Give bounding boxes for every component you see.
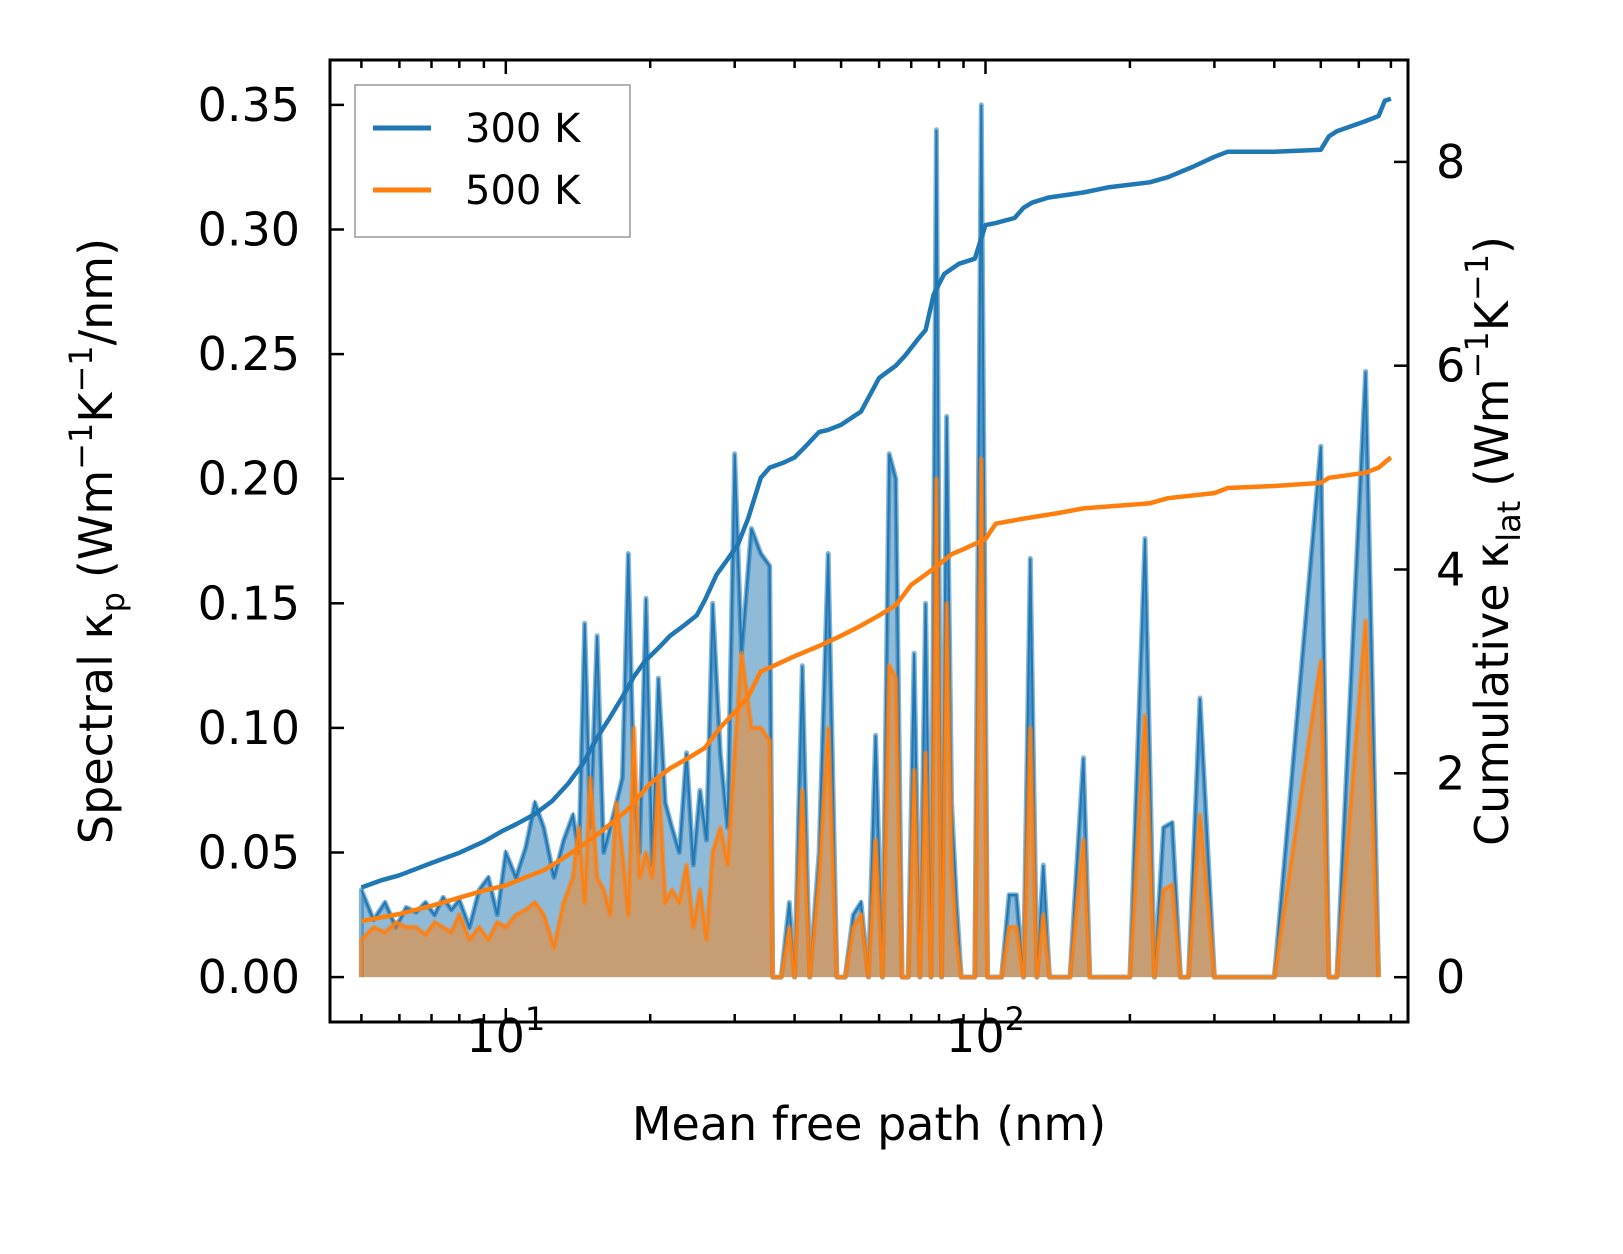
left-y-tick-label: 0.10	[198, 701, 300, 755]
legend-label-300k: 300 K	[465, 106, 582, 152]
x-tick-label: 102	[946, 1000, 1025, 1063]
x-tick-labels: 101 102	[466, 1000, 1025, 1063]
left-y-axis-label: Spectral κp(Wm−1K−1/nm)	[62, 238, 132, 844]
x-axis-label: Mean free path (nm)	[632, 1097, 1106, 1151]
line-layer	[360, 96, 1393, 924]
spectral-fill-layer	[358, 102, 1382, 980]
left-y-tick-labels: 0.00 0.05 0.10 0.15 0.20 0.25 0.30 0.35	[198, 78, 300, 1004]
left-y-tick-label: 0.15	[198, 576, 300, 630]
right-y-tick-label: 4	[1436, 543, 1465, 597]
tick-layer	[330, 60, 1408, 1022]
right-y-tick-label: 8	[1436, 135, 1465, 189]
right-y-axis-label: Cumulative κlat(Wm−1K−1)	[1458, 236, 1528, 846]
x-tick-label: 101	[466, 1000, 545, 1063]
left-y-tick-label: 0.35	[198, 78, 300, 132]
legend: 300 K 500 K	[354, 84, 631, 238]
left-y-tick-label: 0.20	[198, 452, 300, 506]
left-y-tick-label: 0.05	[198, 826, 300, 880]
right-y-tick-label: 6	[1436, 339, 1465, 393]
right-y-tick-labels: 0 2 4 6 8	[1436, 135, 1465, 1004]
left-y-tick-label: 0.25	[198, 327, 300, 381]
legend-box	[354, 84, 631, 238]
cumulative-500k-line	[360, 455, 1393, 924]
spectral-500k-line	[360, 458, 1380, 979]
right-y-tick-label: 2	[1436, 746, 1465, 800]
left-y-tick-label: 0.00	[198, 950, 300, 1004]
plot-frame	[328, 58, 1410, 1024]
right-y-tick-label: 0	[1436, 950, 1465, 1004]
cumulative-300k-line	[360, 96, 1392, 890]
legend-label-500k: 500 K	[465, 168, 582, 214]
left-y-tick-label: 0.30	[198, 203, 300, 257]
